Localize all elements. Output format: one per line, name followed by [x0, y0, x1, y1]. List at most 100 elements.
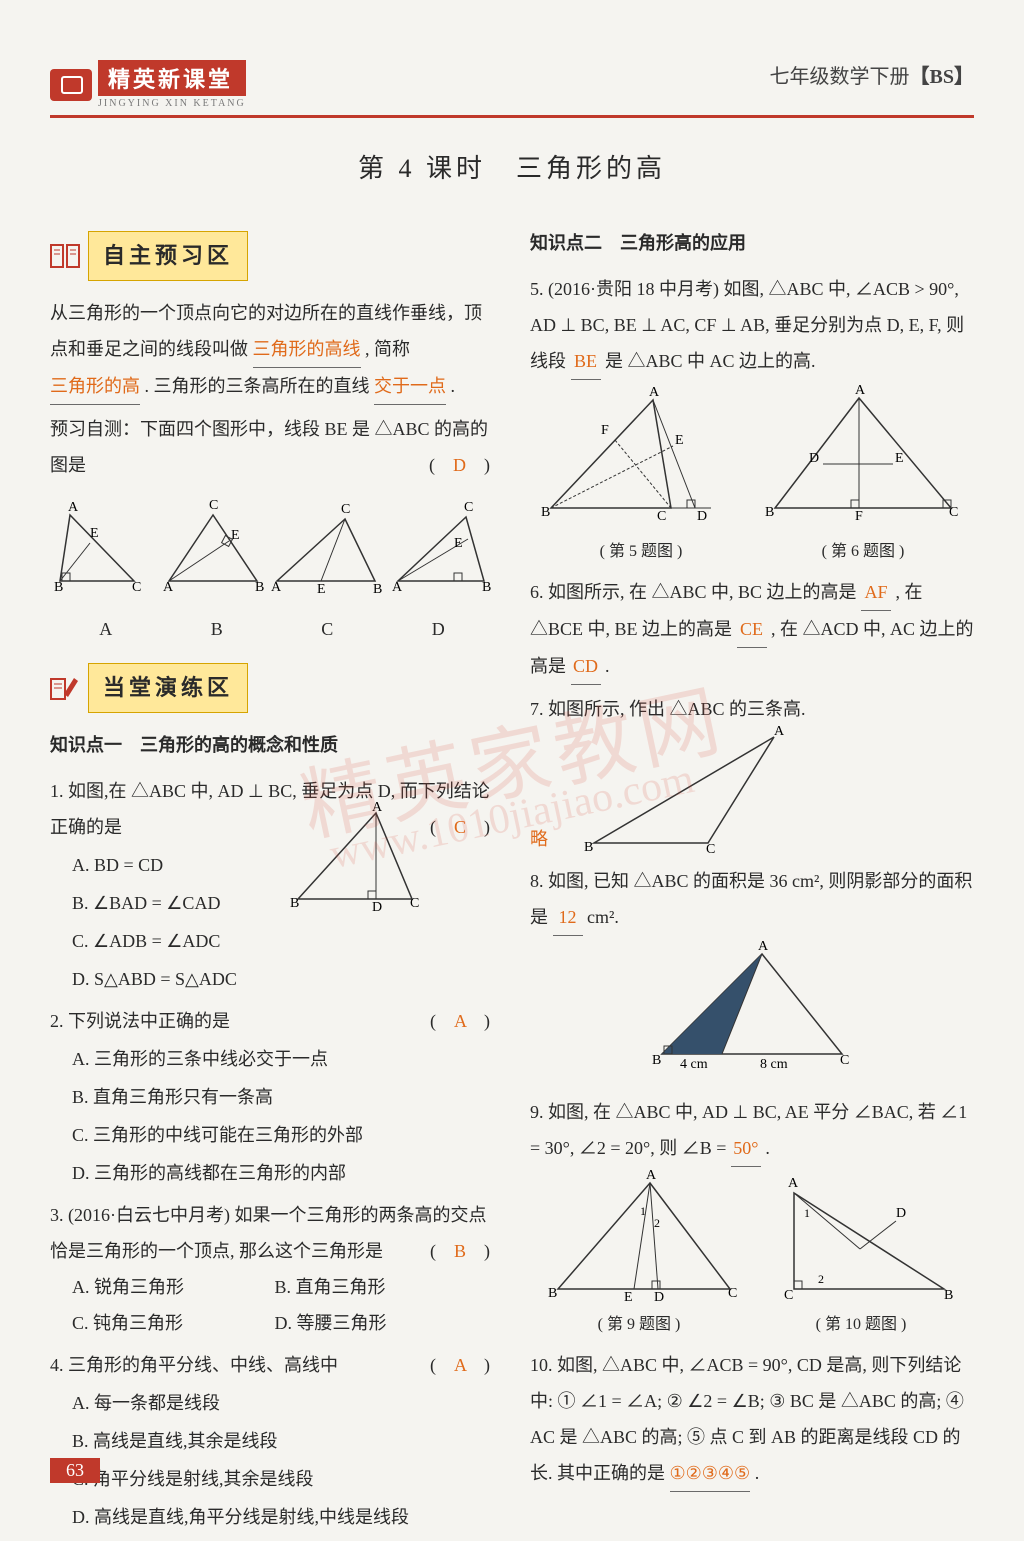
svg-text:E: E [895, 451, 904, 466]
q8-figure: ABC 4 cm 8 cm [642, 944, 862, 1074]
svg-text:C: C [341, 502, 350, 517]
svg-text:B: B [944, 1288, 953, 1303]
q7-figure: ABC [578, 727, 818, 857]
q9: 9. 如图, 在 △ABC 中, AD ⊥ BC, AE 平分 ∠BAC, 若 … [530, 1094, 974, 1167]
svg-text:F: F [601, 423, 609, 438]
q5-ans: BE [571, 343, 601, 380]
q6-ans3: CD [571, 648, 601, 685]
blank-3: 交于一点 [374, 368, 446, 405]
section-b-title: 当堂演练区 [88, 663, 248, 713]
brand-logo: 精英新课堂 JINGYING XIN KETANG [50, 60, 246, 109]
q4-opt-c: C. 角平分线是射线,其余是线段 [72, 1461, 494, 1497]
bs-tag: 【BS】 [910, 66, 974, 88]
right-column: 知识点二 三角形高的应用 5. (2016·贵阳 18 中月考) 如图, △AB… [530, 215, 974, 1541]
q7-ans: 略 [530, 821, 548, 857]
q1-figure: ABDC [284, 803, 424, 913]
svg-text:2: 2 [654, 1216, 660, 1230]
svg-text:B: B [255, 580, 264, 595]
svg-text:E: E [317, 582, 326, 597]
q10: 10. 如图, △ABC 中, ∠ACB = 90°, CD 是高, 则下列结论… [530, 1347, 974, 1492]
svg-text:C: C [132, 580, 141, 595]
svg-text:F: F [855, 509, 863, 524]
brand-pinyin: JINGYING XIN KETANG [98, 98, 246, 109]
q6-figure: ADE BCF [763, 388, 963, 528]
blank-1: 三角形的高线 [253, 331, 361, 368]
svg-text:C: C [657, 509, 666, 524]
brand-name: 精英新课堂 [98, 60, 246, 96]
svg-text:4 cm: 4 cm [680, 1057, 708, 1072]
q3-ans: B [454, 1241, 466, 1261]
svg-text:1: 1 [804, 1206, 810, 1220]
left-column: 自主预习区 从三角形的一个顶点向它的对边所在的直线作垂线，顶点和垂足之间的线段叫… [50, 215, 494, 1541]
svg-text:A: A [649, 385, 660, 400]
svg-text:A: A [372, 800, 383, 815]
q2-opt-a: A. 三角形的三条中线必交于一点 [72, 1041, 494, 1077]
cap-56: ( 第 5 题图 ) ( 第 6 题图 ) [530, 536, 974, 568]
svg-text:1: 1 [640, 1204, 646, 1218]
svg-text:2: 2 [818, 1272, 824, 1286]
q2-opt-d: D. 三角形的高线都在三角形的内部 [72, 1155, 494, 1191]
q1-opt-d: D. S△ABD = S△ADC [72, 961, 494, 997]
svg-text:A: A [68, 500, 79, 515]
svg-text:D: D [654, 1290, 664, 1305]
svg-text:B: B [765, 505, 774, 520]
svg-text:E: E [90, 526, 99, 541]
svg-text:8 cm: 8 cm [760, 1057, 788, 1072]
q1: 1. 如图,在 △ABC 中, AD ⊥ BC, 垂足为点 D, 而下列结论正确… [50, 773, 494, 997]
q6: 6. 如图所示, 在 △ABC 中, BC 边上的高是 AF , 在 △BCE … [530, 574, 974, 685]
q5-figure: AFE BCD [541, 388, 741, 528]
blank-2: 三角形的高 [50, 368, 140, 405]
book-icon [50, 243, 80, 269]
fig-a: AE B C [54, 495, 154, 595]
q5: 5. (2016·贵阳 18 中月考) 如图, △ABC 中, ∠ACB > 9… [530, 271, 974, 380]
svg-text:B: B [54, 580, 63, 595]
svg-text:C: C [840, 1053, 849, 1068]
cap-910: ( 第 9 题图 ) ( 第 10 题图 ) [530, 1309, 974, 1341]
kpoint-1: 知识点一 三角形的高的概念和性质 [50, 727, 494, 763]
svg-text:B: B [290, 896, 299, 911]
logo-icon [50, 69, 92, 101]
svg-text:D: D [809, 451, 819, 466]
q4: 4. 三角形的角平分线、中线、高线中 ( A ) A. 每一条都是线段 B. 高… [50, 1347, 494, 1535]
svg-text:B: B [373, 582, 382, 597]
q10-ans: ①②③④⑤ [670, 1455, 751, 1492]
svg-text:C: C [784, 1288, 793, 1303]
q9-figure: A12 BEDC [546, 1173, 746, 1303]
svg-text:C: C [464, 500, 473, 515]
fig-b: CEAB [163, 495, 263, 595]
svg-text:B: B [482, 580, 491, 595]
page-number: 63 [50, 1458, 100, 1483]
q2: 2. 下列说法中正确的是 ( A ) A. 三角形的三条中线必交于一点 B. 直… [50, 1003, 494, 1191]
pencil-icon [50, 675, 80, 701]
preview-text: 从三角形的一个顶点向它的对边所在的直线作垂线，顶点和垂足之间的线段叫做 三角形的… [50, 295, 494, 405]
svg-text:D: D [372, 900, 382, 915]
preview-fig-labels: A B C D [50, 611, 494, 647]
q10-figure: AD CB 12 [778, 1173, 958, 1303]
grade-label: 七年级数学下册【BS】 [770, 60, 974, 109]
lesson-title: 第 4 课时 三角形的高 [50, 148, 974, 185]
q4-opt-d: D. 高线是直线,角平分线是射线,中线是线段 [72, 1499, 494, 1535]
preview-ans: D [453, 455, 466, 475]
fig-d: CEAB [390, 495, 490, 595]
q1-opt-c: C. ∠ADB = ∠ADC [72, 923, 494, 959]
svg-text:A: A [758, 939, 769, 954]
q3-opt-c: C. 钝角三角形 [72, 1305, 275, 1341]
svg-text:A: A [855, 383, 866, 398]
grade-text: 七年级数学下册 [770, 66, 910, 88]
q3-opt-a: A. 锐角三角形 [72, 1269, 275, 1305]
svg-text:B: B [584, 840, 593, 855]
q7: 7. 如图所示, 作出 △ABC 的三条高. 略 ABC [530, 691, 974, 857]
q4-opt-a: A. 每一条都是线段 [72, 1385, 494, 1421]
q6-ans2: CE [737, 611, 767, 648]
svg-text:A: A [163, 580, 174, 595]
q1-ans: C [454, 817, 466, 837]
q3: 3. (2016·白云七中月考) 如果一个三角形的两条高的交点恰是三角形的一个顶… [50, 1197, 494, 1341]
section-a-title: 自主预习区 [88, 231, 248, 281]
svg-text:C: C [706, 842, 715, 857]
q4-opt-b: B. 高线是直线,其余是线段 [72, 1423, 494, 1459]
preview-figures: AEBC CEAB CAEB CEAB [50, 495, 494, 605]
svg-text:A: A [646, 1168, 657, 1183]
svg-text:B: B [652, 1053, 661, 1068]
q6-ans1: AF [861, 574, 891, 611]
svg-text:C: C [949, 505, 958, 520]
